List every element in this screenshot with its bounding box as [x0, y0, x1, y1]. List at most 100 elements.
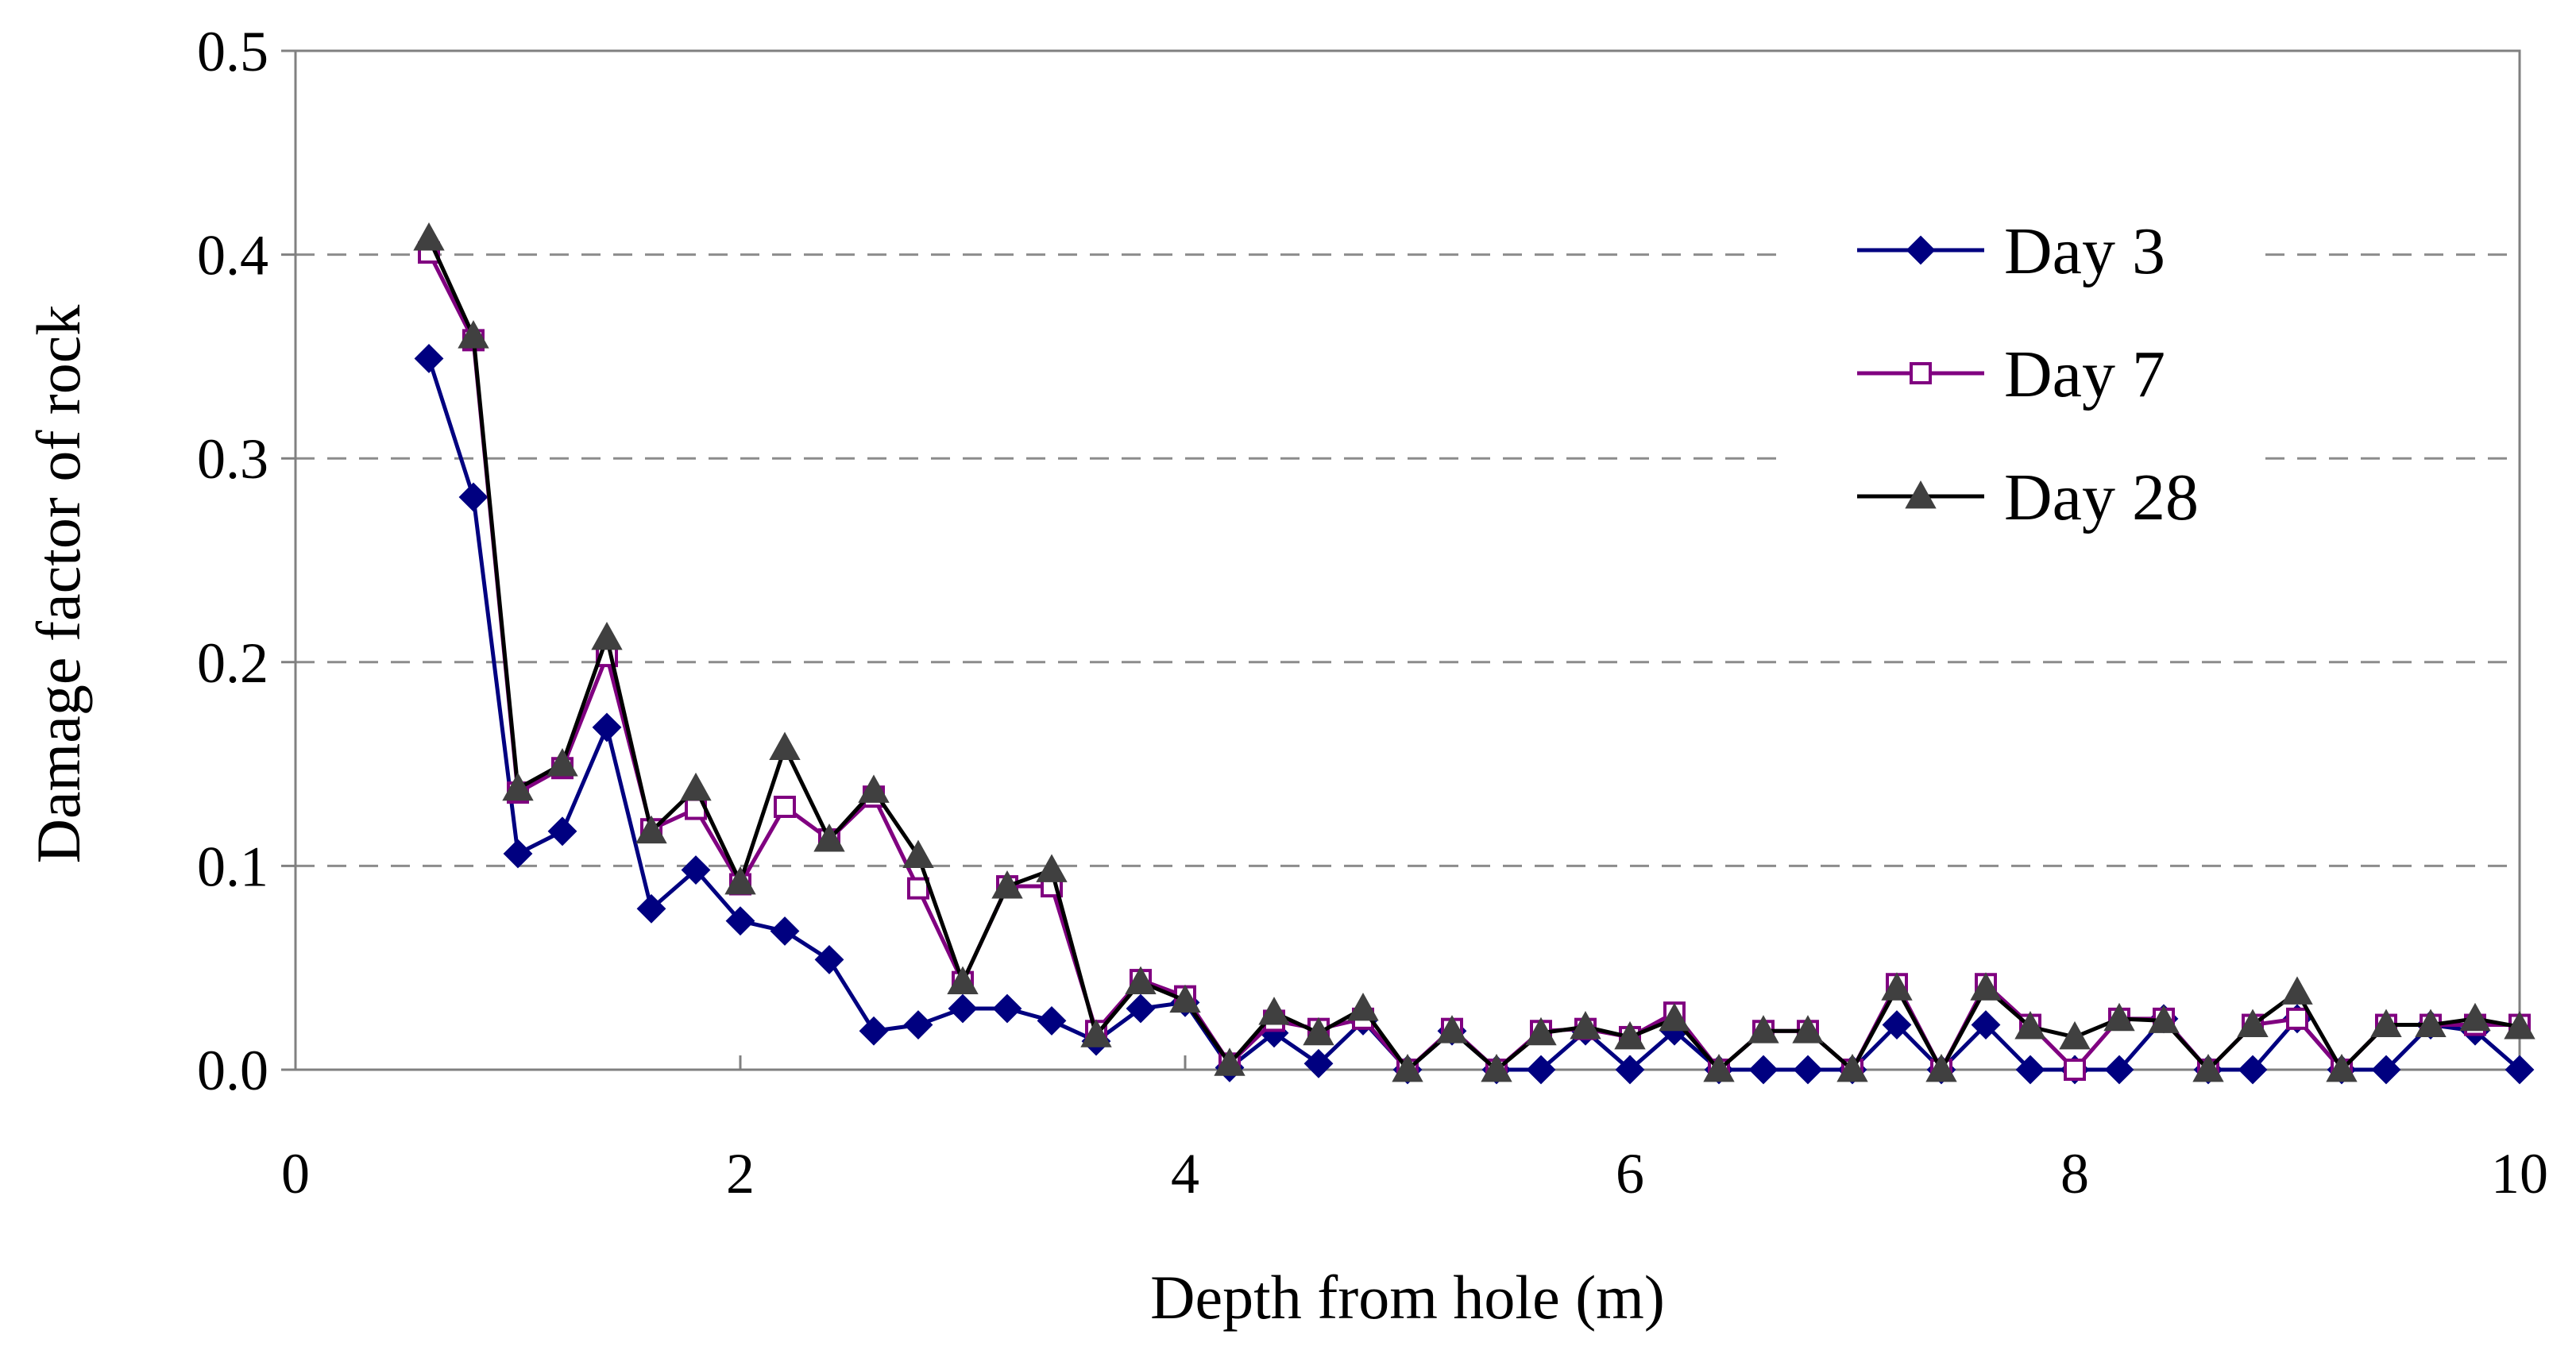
data-point — [907, 877, 929, 900]
data-point — [502, 772, 534, 801]
data-point — [1792, 1015, 1824, 1043]
legend-item: Day 7 — [1857, 338, 2165, 411]
data-point — [2281, 976, 2313, 1005]
data-point — [1971, 1010, 2001, 1040]
data-point — [591, 621, 623, 650]
data-point — [2192, 1053, 2224, 1082]
tick-labels: 0.0 0.1 0.2 0.3 0.4 0.5 0 2 4 6 8 10 — [197, 20, 2548, 1205]
data-point — [1481, 1053, 1512, 1082]
x-tick-label: 4 — [1171, 1142, 1199, 1205]
data-point — [1126, 993, 1156, 1024]
data-point — [1836, 1053, 1868, 1082]
y-tick-label: 0.2 — [197, 631, 268, 695]
data-point — [813, 823, 845, 852]
data-point — [1925, 1053, 1957, 1082]
data-point — [1526, 1055, 1556, 1085]
data-point — [1881, 972, 1913, 1001]
y-tick-label: 0.4 — [197, 224, 268, 287]
data-point — [1748, 1055, 1778, 1085]
x-tick-label: 0 — [281, 1142, 310, 1205]
data-point — [681, 855, 711, 885]
data-point — [2104, 1055, 2134, 1085]
data-point — [1793, 1055, 1823, 1085]
legend-label: Day 7 — [2004, 338, 2165, 411]
data-point — [2505, 1055, 2535, 1085]
data-point — [2014, 1011, 2046, 1040]
y-axis-title: Damage factor of rock — [24, 305, 93, 864]
legend-item: Day 3 — [1857, 214, 2165, 288]
data-point — [1703, 1053, 1735, 1082]
legend: Day 3 Day 7 Day 28 — [1787, 175, 2256, 540]
data-point — [1080, 1019, 1112, 1047]
data-point — [458, 482, 489, 512]
data-point — [1258, 997, 1290, 1025]
data-point — [2371, 1055, 2401, 1085]
data-point — [1970, 972, 2002, 1001]
data-point — [2504, 1011, 2535, 1040]
data-point — [814, 945, 844, 974]
series-day-28 — [413, 222, 2535, 1082]
data-point — [1036, 854, 1068, 882]
data-point — [2326, 1053, 2358, 1082]
data-point — [1303, 1048, 1334, 1078]
legend-label: Day 3 — [2004, 214, 2165, 288]
data-point — [1659, 1002, 1690, 1032]
data-point — [547, 816, 577, 847]
data-point — [1615, 1055, 1645, 1085]
data-point — [1748, 1015, 1779, 1043]
y-tick-label: 0.1 — [197, 835, 268, 898]
data-point — [2415, 1009, 2447, 1037]
data-point — [1570, 1011, 1601, 1040]
data-point — [2238, 1055, 2268, 1085]
data-point — [1882, 1010, 1912, 1040]
y-tick-label: 0.5 — [197, 20, 268, 83]
data-point — [635, 815, 667, 844]
data-point — [902, 839, 934, 868]
data-point — [458, 320, 489, 349]
data-point — [859, 1016, 889, 1046]
legend-item: Day 28 — [1857, 461, 2199, 534]
data-point — [1037, 1006, 1067, 1036]
data-point — [774, 795, 796, 818]
data-point — [1214, 1047, 1246, 1076]
data-point — [2064, 1059, 2086, 1081]
x-tick-label: 6 — [1616, 1142, 1644, 1205]
data-point — [991, 870, 1023, 899]
x-tick-label: 2 — [726, 1142, 755, 1205]
x-tick-label: 10 — [2491, 1142, 2548, 1205]
data-point — [2370, 1009, 2402, 1037]
legend-marker — [1905, 480, 1937, 509]
data-point — [592, 712, 622, 743]
data-point — [1169, 984, 1201, 1013]
data-point — [636, 893, 666, 924]
legend-marker — [1910, 362, 1932, 384]
data-point — [414, 344, 444, 373]
data-point — [769, 731, 801, 760]
data-point — [1614, 1020, 1646, 1050]
data-point — [947, 966, 979, 995]
data-point — [2459, 1002, 2491, 1032]
data-point — [1347, 992, 1379, 1021]
data-point — [2237, 1009, 2269, 1037]
data-point — [858, 774, 890, 803]
data-point — [503, 839, 533, 869]
data-point — [1525, 1016, 1557, 1046]
x-tick-label: 8 — [2060, 1142, 2089, 1205]
x-axis-title: Depth from hole (m) — [1150, 1263, 1665, 1332]
data-point — [992, 993, 1022, 1024]
data-point — [680, 772, 712, 801]
data-point — [2148, 1005, 2180, 1033]
y-tick-label: 0.3 — [197, 427, 268, 491]
data-point — [1436, 1015, 1468, 1043]
data-point — [413, 222, 445, 251]
data-point — [1125, 966, 1157, 995]
series-layer — [413, 222, 2535, 1085]
data-point — [724, 866, 756, 895]
legend-label: Day 28 — [2004, 461, 2199, 534]
legend-marker — [1906, 235, 1936, 265]
data-point — [725, 906, 755, 936]
data-point — [1303, 1016, 1334, 1046]
data-point — [1392, 1053, 1423, 1082]
data-point — [546, 748, 578, 777]
